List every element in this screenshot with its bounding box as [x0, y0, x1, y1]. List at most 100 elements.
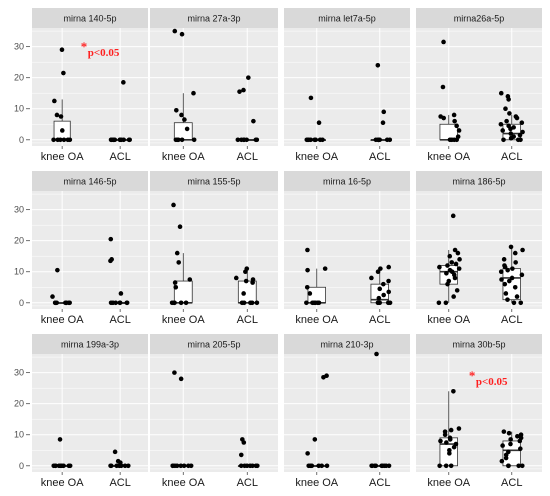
- data-point: [244, 137, 249, 143]
- data-point: [369, 275, 374, 281]
- data-point: [436, 300, 442, 306]
- data-point: [57, 437, 63, 442]
- data-point: [118, 463, 124, 469]
- data-point: [519, 120, 525, 126]
- data-point: [59, 128, 65, 133]
- data-point: [505, 297, 510, 302]
- data-point: [246, 75, 251, 80]
- data-point: [248, 300, 253, 306]
- panel-background: [32, 191, 148, 309]
- data-point: [518, 446, 523, 452]
- data-point: [250, 280, 255, 285]
- data-point: [315, 300, 320, 306]
- data-point: [322, 266, 328, 271]
- data-point: [442, 432, 448, 438]
- panel-background: [284, 28, 410, 146]
- y-tick-label: 10: [14, 104, 24, 114]
- data-point: [453, 261, 459, 267]
- data-point: [447, 451, 452, 456]
- panel-9: mirna 199a-3p knee OA ACL: [32, 334, 148, 489]
- x-tick-label: knee OA: [427, 477, 470, 489]
- data-point: [305, 267, 310, 273]
- data-point: [512, 250, 518, 256]
- facet-strip: [284, 8, 410, 28]
- x-tick-label: ACL: [501, 477, 522, 489]
- data-point: [456, 426, 462, 431]
- facet-title: mirna 27a-3p: [187, 14, 240, 24]
- facet-title: mirna 186-5p: [452, 177, 505, 187]
- facet-strip: [284, 334, 410, 354]
- data-point: [108, 258, 113, 264]
- data-point: [52, 98, 57, 104]
- x-tick-label: ACL: [237, 314, 258, 326]
- data-point: [498, 121, 504, 127]
- data-point: [63, 300, 68, 306]
- data-point: [173, 284, 179, 290]
- data-point: [171, 202, 176, 208]
- data-point: [374, 351, 379, 357]
- data-point: [251, 118, 256, 124]
- panel-3: mirna let7a-5p knee OA ACL: [284, 8, 410, 163]
- y-tick-label: 10: [14, 430, 24, 440]
- data-point: [238, 452, 244, 458]
- x-tick-label: knee OA: [295, 477, 338, 489]
- data-point: [447, 437, 453, 442]
- data-point: [519, 463, 525, 469]
- data-point: [181, 463, 187, 469]
- data-point: [242, 463, 247, 469]
- data-point: [375, 269, 381, 275]
- data-point: [241, 87, 246, 93]
- data-point: [65, 137, 71, 143]
- data-point: [311, 300, 317, 306]
- data-point: [307, 291, 313, 296]
- y-tick-label: 0: [19, 461, 24, 471]
- data-point: [509, 275, 515, 281]
- panel-6: mirna 155-5p knee OA ACL: [150, 171, 278, 326]
- data-point: [304, 284, 310, 290]
- facet-title: mirna 210-3p: [320, 340, 373, 350]
- data-point: [437, 264, 442, 270]
- data-point: [191, 137, 197, 143]
- data-point: [124, 300, 130, 306]
- x-tick-label: ACL: [369, 477, 390, 489]
- data-point: [184, 126, 190, 132]
- data-point: [117, 137, 123, 143]
- significance-star: *: [469, 368, 476, 383]
- data-point: [448, 427, 454, 433]
- x-tick-label: knee OA: [162, 314, 205, 326]
- data-point: [510, 266, 515, 271]
- data-point: [235, 137, 241, 143]
- y-tick-label: 20: [14, 73, 24, 83]
- data-point: [376, 137, 381, 143]
- data-point: [452, 247, 458, 253]
- facet-title: mirna 205-5p: [187, 340, 240, 350]
- data-point: [451, 444, 457, 450]
- data-point: [517, 132, 523, 138]
- panel-background: [416, 28, 542, 146]
- data-point: [504, 118, 509, 124]
- data-point: [513, 260, 518, 265]
- data-point: [178, 376, 184, 382]
- panel-1: mirna 140-5p * p<0.05 knee OA ACL: [32, 8, 148, 163]
- data-point: [241, 440, 247, 445]
- data-point: [172, 28, 178, 34]
- data-point: [512, 284, 518, 290]
- data-point: [309, 463, 315, 469]
- data-point: [520, 247, 525, 253]
- facet-title: mirna 140-5p: [63, 14, 116, 24]
- data-point: [445, 263, 450, 268]
- facet-strip: [150, 334, 278, 354]
- facet-strip: [416, 171, 542, 191]
- facet-title: mirna let7a-5p: [318, 14, 376, 24]
- data-point: [515, 433, 520, 439]
- x-tick-label: ACL: [237, 477, 258, 489]
- significance-star: *: [81, 39, 88, 54]
- data-point: [507, 278, 512, 284]
- x-tick-label: knee OA: [41, 477, 84, 489]
- data-point: [183, 300, 189, 306]
- x-tick-label: knee OA: [162, 477, 205, 489]
- data-point: [508, 131, 514, 136]
- data-point: [127, 137, 132, 143]
- data-point: [188, 463, 194, 469]
- facet-strip: [416, 334, 542, 354]
